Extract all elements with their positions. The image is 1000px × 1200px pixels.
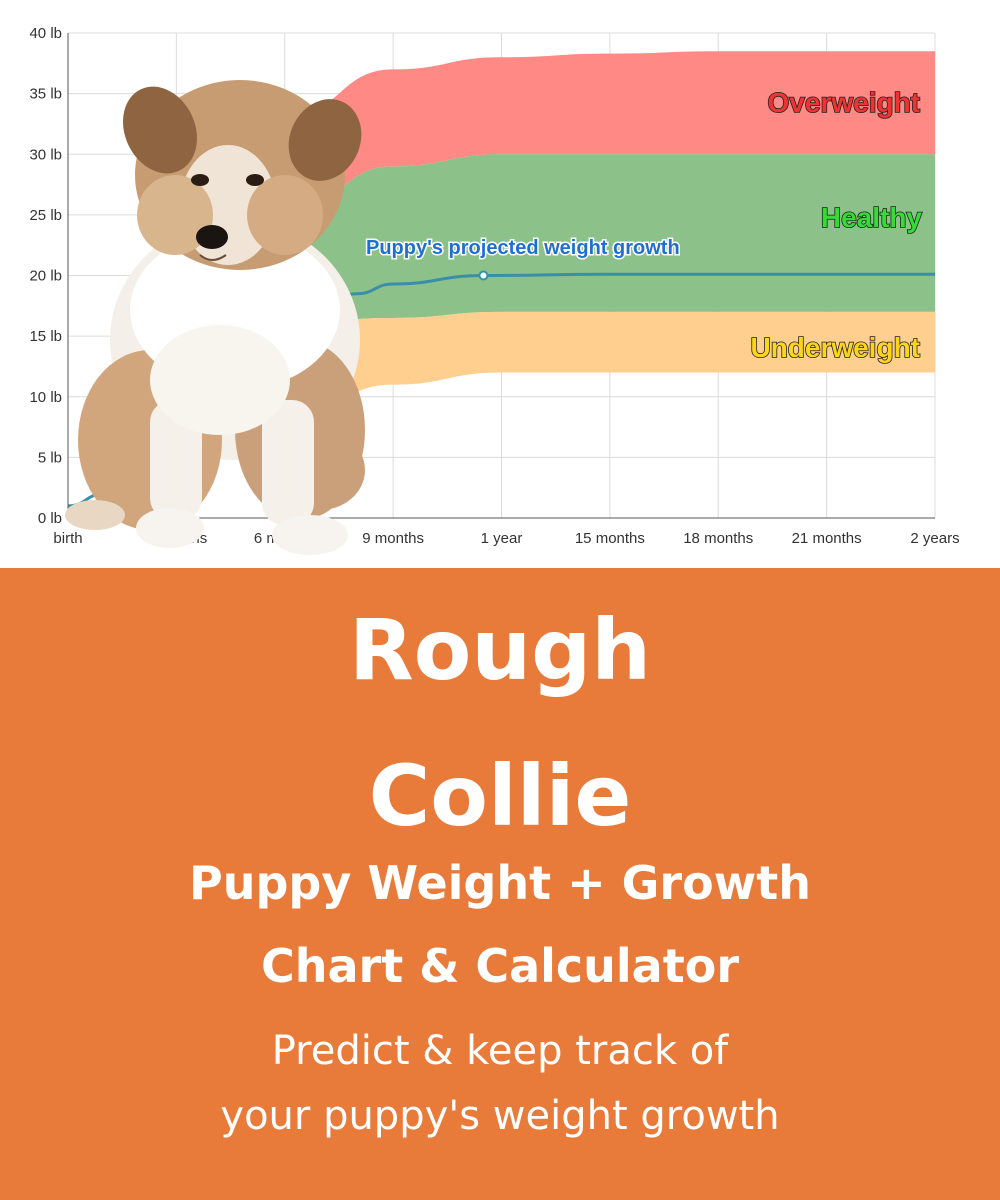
breed-name-line-2: Collie <box>368 747 632 845</box>
y-tick-label: 20 lb <box>29 268 62 285</box>
healthy-label: Healthy <box>821 202 923 233</box>
x-tick-label: birth <box>53 530 82 547</box>
x-tick-label: 15 months <box>575 530 645 547</box>
tagline-line-2: your puppy's weight growth <box>220 1093 780 1139</box>
x-tick-label: 2 years <box>910 530 959 547</box>
breed-name-line-1: Rough <box>348 601 652 699</box>
subtitle-line-2: Chart & Calculator <box>260 939 740 993</box>
underweight-label: Underweight <box>750 332 920 363</box>
subtitle-line-1: Puppy Weight + Growth <box>189 856 811 910</box>
y-tick-label: 30 lb <box>29 146 62 163</box>
band-underweight <box>284 311 935 421</box>
overweight-label: Overweight <box>768 87 920 118</box>
y-tick-label: 5 lb <box>38 449 62 466</box>
growth-point <box>478 270 489 281</box>
chart-labels: Overweight Healthy Underweight Puppy's p… <box>365 86 924 364</box>
tagline-line-1: Predict & keep track of <box>271 1028 729 1074</box>
y-tick-label: 40 lb <box>29 25 62 42</box>
x-tick-label: 1 year <box>481 530 523 547</box>
x-tick-label: 21 months <box>792 530 862 547</box>
x-tick-label: 18 months <box>683 530 753 547</box>
chart-section: 0 lb 5 lb 10 lb 15 lb 20 lb 25 lb 30 lb 35 lb 40… <box>0 0 1000 568</box>
puppy-photo <box>65 80 365 555</box>
band-overweight <box>284 51 935 215</box>
y-tick-label: 10 lb <box>29 389 62 406</box>
weight-growth-chart: 0 lb 5 lb 10 lb 15 lb 20 lb 25 lb 30 lb 35 lb 40… <box>29 25 960 555</box>
y-tick-label: 35 lb <box>29 86 62 103</box>
band-healthy <box>284 154 935 324</box>
x-tick-label: 9 months <box>362 530 424 547</box>
growth-series-label: Puppy's projected weight growth <box>366 237 680 259</box>
weight-bands <box>284 51 935 421</box>
y-tick-label: 25 lb <box>29 207 62 224</box>
title-banner: Rough Collie Puppy Weight + Growth Chart… <box>0 568 1000 1200</box>
y-tick-label: 15 lb <box>29 328 62 345</box>
y-tick-label: 0 lb <box>38 510 62 527</box>
